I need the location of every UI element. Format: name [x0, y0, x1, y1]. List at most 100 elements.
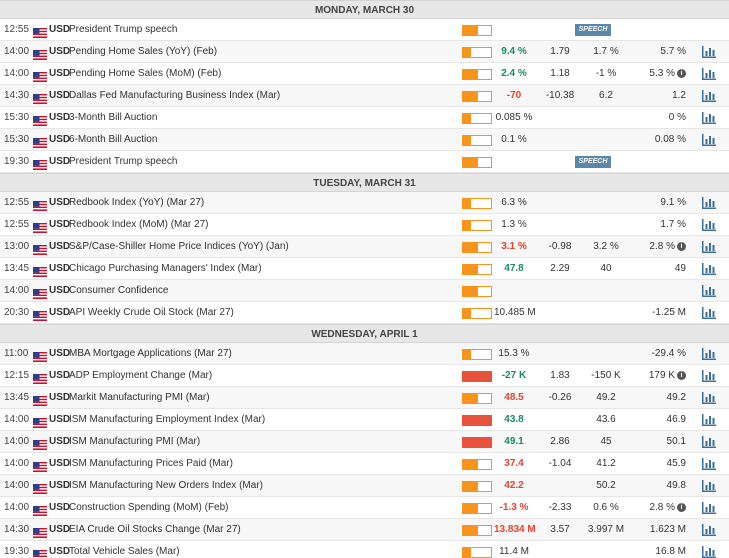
impact-meter: [462, 525, 492, 536]
impact-meter: [462, 47, 492, 58]
info-icon[interactable]: i: [677, 241, 686, 251]
event-name[interactable]: MBA Mortgage Applications (Mar 27): [69, 348, 232, 359]
event-row[interactable]: 19:30 USD President Trump speech SPEECH: [0, 151, 729, 173]
event-name[interactable]: Markit Manufacturing PMI (Mar): [69, 392, 210, 403]
event-name[interactable]: Redbook Index (YoY) (Mar 27): [69, 197, 205, 208]
event-name[interactable]: 3-Month Bill Auction: [69, 112, 158, 123]
bar-chart-icon[interactable]: [701, 240, 717, 254]
event-name[interactable]: 6-Month Bill Auction: [69, 134, 158, 145]
event-name[interactable]: Chicago Purchasing Managers' Index (Mar): [69, 263, 262, 274]
info-icon[interactable]: i: [677, 68, 686, 78]
event-row[interactable]: 13:45 USD Markit Manufacturing PMI (Mar) 48…: [0, 387, 729, 409]
event-name[interactable]: ISM Manufacturing Prices Paid (Mar): [69, 458, 233, 469]
event-name[interactable]: Redbook Index (MoM) (Mar 27): [69, 219, 209, 230]
deviation-value: -10.38: [545, 90, 575, 101]
bar-chart-icon[interactable]: [701, 457, 717, 471]
impact-fill: [463, 265, 479, 274]
event-row[interactable]: 14:00 USD Pending Home Sales (YoY) (Feb) 9.…: [0, 41, 729, 63]
bar-chart-icon[interactable]: [701, 45, 717, 59]
event-row[interactable]: 14:00 USD Consumer Confidence: [0, 280, 729, 302]
event-row[interactable]: 14:00 USD ISM Manufacturing New Orders Ind…: [0, 475, 729, 497]
bar-chart-icon[interactable]: [701, 306, 717, 320]
event-row[interactable]: 20:30 USD API Weekly Crude Oil Stock (Mar …: [0, 302, 729, 324]
event-row[interactable]: 12:15 USD ADP Employment Change (Mar) -27 K…: [0, 365, 729, 387]
bar-chart-icon[interactable]: [701, 479, 717, 493]
previous-value: 2.8 % i: [634, 236, 686, 258]
event-row[interactable]: 14:30 USD Dallas Fed Manufacturing Busines…: [0, 85, 729, 107]
previous-value: 46.9: [634, 409, 686, 431]
event-row[interactable]: 11:00 USD MBA Mortgage Applications (Mar 2…: [0, 343, 729, 365]
event-name[interactable]: Pending Home Sales (MoM) (Feb): [69, 68, 222, 79]
consensus-value: 40: [600, 263, 612, 274]
event-row[interactable]: 14:00 USD Construction Spending (MoM) (Feb…: [0, 497, 729, 519]
previous-value-text: 9.1 %: [660, 197, 686, 208]
event-name[interactable]: Consumer Confidence: [69, 285, 169, 296]
event-name[interactable]: ADP Employment Change (Mar): [69, 370, 213, 381]
impact-fill: [463, 70, 479, 79]
event-row[interactable]: 14:00 USD ISM Manufacturing Prices Paid (M…: [0, 453, 729, 475]
impact-fill: [463, 482, 479, 491]
previous-value-text: 0 %: [668, 112, 686, 123]
event-row[interactable]: 13:00 USD S&P/Case-Shiller Home Price Indi…: [0, 236, 729, 258]
bar-chart-icon[interactable]: [701, 133, 717, 147]
consensus-value: 50.2: [596, 480, 616, 491]
previous-value: 45.9: [634, 453, 686, 475]
event-name[interactable]: API Weekly Crude Oil Stock (Mar 27): [69, 307, 234, 318]
bar-chart-icon[interactable]: [701, 435, 717, 449]
impact-fill: [463, 460, 479, 469]
event-row[interactable]: 14:30 USD EIA Crude Oil Stocks Change (Mar…: [0, 519, 729, 541]
bar-chart-icon[interactable]: [701, 347, 717, 361]
info-icon[interactable]: i: [677, 502, 686, 512]
bar-chart-icon[interactable]: [701, 218, 717, 232]
bar-chart-icon[interactable]: [701, 111, 717, 125]
bar-chart-icon[interactable]: [701, 262, 717, 276]
bar-chart-icon[interactable]: [701, 284, 717, 298]
bar-chart-icon[interactable]: [701, 391, 717, 405]
event-row[interactable]: 14:00 USD Pending Home Sales (MoM) (Feb) 2.…: [0, 63, 729, 85]
event-name[interactable]: ISM Manufacturing PMI (Mar): [69, 436, 201, 447]
previous-value-text: 16.8 M: [655, 546, 686, 557]
info-icon[interactable]: i: [677, 370, 686, 380]
event-name[interactable]: Total Vehicle Sales (Mar): [69, 546, 180, 557]
event-row[interactable]: 14:00 USD ISM Manufacturing Employment Ind…: [0, 409, 729, 431]
consensus-value: 3.997 M: [587, 524, 625, 535]
event-row[interactable]: 15:30 USD 6-Month Bill Auction 0.1 % 0.08 %: [0, 129, 729, 151]
event-row[interactable]: 12:55 USD President Trump speech SPEECH: [0, 19, 729, 41]
us-flag-icon: [33, 525, 47, 538]
day-header: MONDAY, MARCH 30: [0, 0, 729, 19]
bar-chart-icon[interactable]: [701, 67, 717, 81]
event-name[interactable]: Pending Home Sales (YoY) (Feb): [69, 46, 218, 57]
event-name[interactable]: EIA Crude Oil Stocks Change (Mar 27): [69, 524, 241, 535]
event-currency: USD: [49, 263, 71, 274]
event-name[interactable]: S&P/Case-Shiller Home Price Indices (YoY…: [69, 241, 289, 252]
event-currency: USD: [49, 156, 71, 167]
event-currency: USD: [49, 502, 71, 513]
event-name[interactable]: ISM Manufacturing New Orders Index (Mar): [69, 480, 263, 491]
bar-chart-icon[interactable]: [701, 196, 717, 210]
event-name[interactable]: President Trump speech: [69, 156, 178, 167]
event-row[interactable]: 12:55 USD Redbook Index (YoY) (Mar 27) 6.3 …: [0, 192, 729, 214]
bar-chart-icon[interactable]: [701, 545, 717, 558]
event-row[interactable]: 15:30 USD 3-Month Bill Auction 0.085 % 0 %: [0, 107, 729, 129]
actual-value: 0.1 %: [501, 134, 527, 145]
event-name[interactable]: ISM Manufacturing Employment Index (Mar): [69, 414, 266, 425]
event-row[interactable]: 19:30 USD Total Vehicle Sales (Mar) 11.4 M 1…: [0, 541, 729, 558]
us-flag-icon: [33, 135, 47, 148]
bar-chart-icon[interactable]: [701, 89, 717, 103]
impact-meter: [462, 415, 492, 426]
bar-chart-icon[interactable]: [701, 501, 717, 515]
event-name[interactable]: Dallas Fed Manufacturing Business Index …: [69, 90, 281, 101]
event-row[interactable]: 12:55 USD Redbook Index (MoM) (Mar 27) 1.3 …: [0, 214, 729, 236]
bar-chart-icon[interactable]: [701, 413, 717, 427]
event-name[interactable]: President Trump speech: [69, 24, 178, 35]
event-row[interactable]: 14:00 USD ISM Manufacturing PMI (Mar) 49.1 2…: [0, 431, 729, 453]
bar-chart-icon[interactable]: [701, 523, 717, 537]
deviation-value: 1.79: [550, 46, 570, 57]
bar-chart-icon[interactable]: [701, 369, 717, 383]
event-row[interactable]: 13:45 USD Chicago Purchasing Managers' Ind…: [0, 258, 729, 280]
event-time: 14:00: [4, 46, 30, 57]
event-name[interactable]: Construction Spending (MoM) (Feb): [69, 502, 229, 513]
event-currency: USD: [49, 392, 71, 403]
actual-value: 2.4 %: [501, 68, 527, 79]
